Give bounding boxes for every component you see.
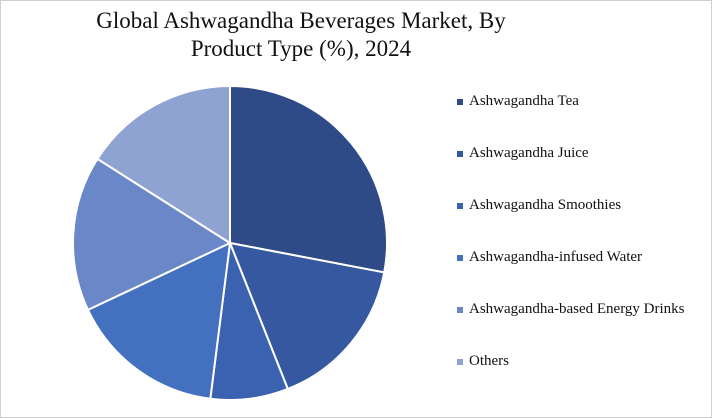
pie-area [72,84,388,401]
legend-item: Ashwagandha Smoothies [457,197,699,214]
legend-item: Ashwagandha-infused Water [457,249,699,266]
pie-slice [229,84,388,274]
legend-item: Ashwagandha-based Energy Drinks [457,301,699,318]
legend-label: Others [469,353,509,369]
legend-label: Ashwagandha-based Energy Drinks [469,301,685,317]
legend-swatch [457,151,463,157]
legend-swatch [457,99,463,105]
legend-label: Ashwagandha Juice [469,145,589,161]
legend-swatch [457,307,463,313]
pie-slice [96,84,231,245]
legend-label: Ashwagandha Smoothies [469,197,622,213]
legend-label: Ashwagandha Tea [469,93,579,109]
legend-swatch [457,255,463,261]
pie-slice [72,157,233,312]
legend-label: Ashwagandha-infused Water [469,249,643,265]
legend-item: Ashwagandha Tea [457,93,699,110]
pie-slice [228,241,386,391]
pie-slice [86,241,232,400]
legend-swatch [457,359,463,365]
legend-item: Ashwagandha Juice [457,145,699,162]
chart-title: Global Ashwagandha Beverages Market, By … [96,8,506,61]
legend-swatch [457,203,463,209]
legend-item: Others [457,353,699,370]
